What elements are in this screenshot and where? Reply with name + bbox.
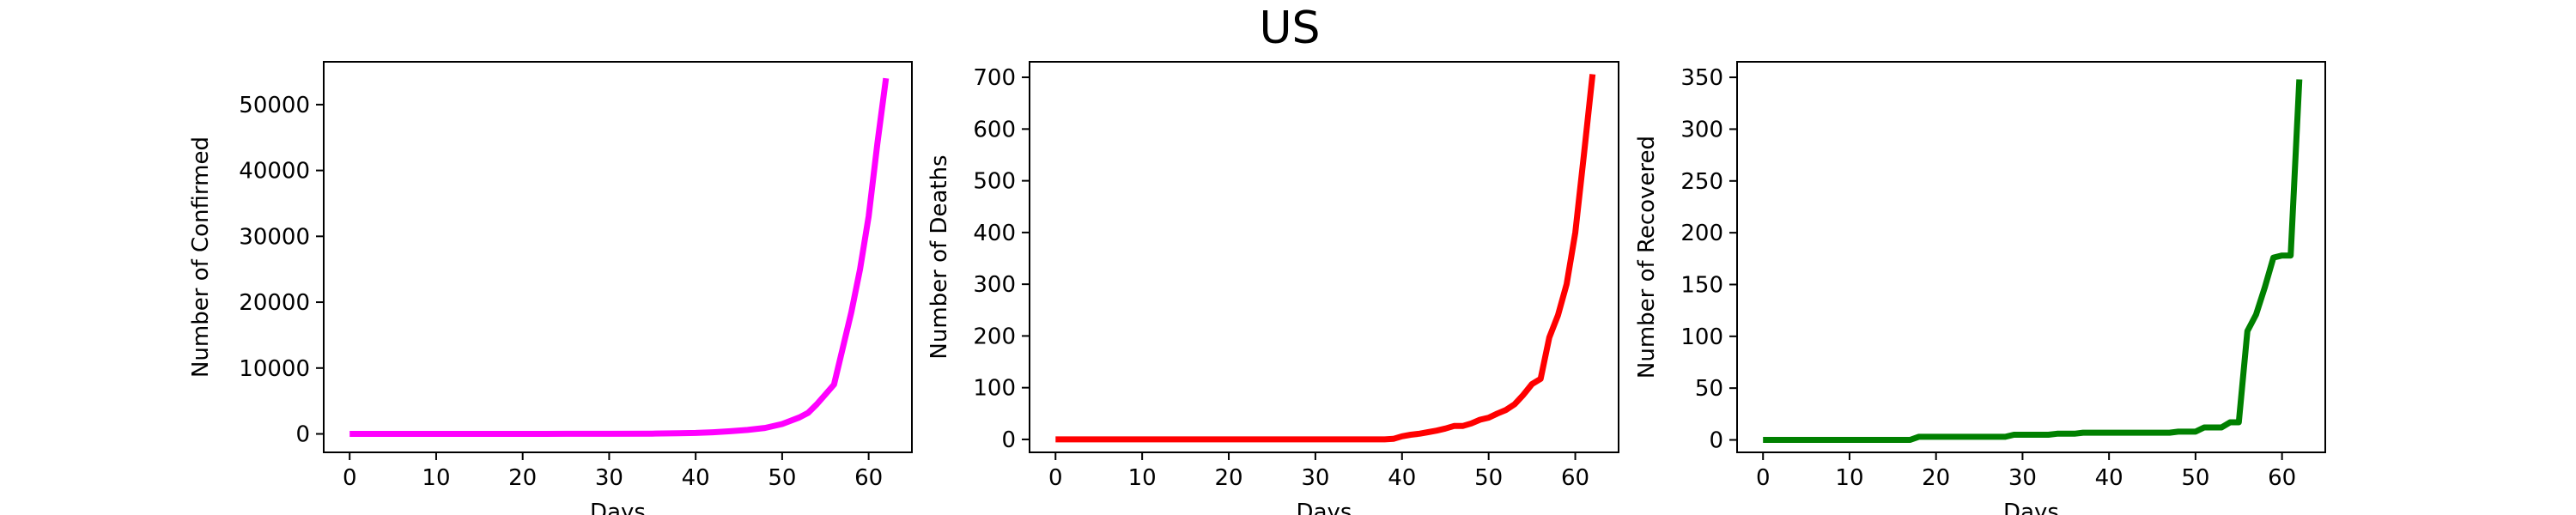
- y-tick-label: 300: [1680, 117, 1723, 142]
- chart-panel-1: 0 10 20 30 40 50 60 0 10000 20000 30000 40000 50000 D…: [188, 61, 913, 515]
- y-tick-label: 500: [973, 169, 1016, 195]
- axes-frame: [1029, 61, 1619, 453]
- axes-frame: [323, 61, 913, 453]
- y-axis-label: Number of Confirmed: [188, 136, 214, 378]
- y-tick-label: 0: [1709, 428, 1723, 454]
- y-tick-label: 300: [973, 272, 1016, 298]
- x-tick-label: 0: [343, 465, 357, 491]
- x-tick-label: 30: [595, 465, 623, 491]
- x-tick-label: 50: [768, 465, 796, 491]
- x-tick-label: 10: [1835, 465, 1863, 491]
- y-tick-label: 30000: [239, 224, 310, 250]
- x-tick-label: 30: [1301, 465, 1329, 491]
- x-tick-label: 10: [422, 465, 450, 491]
- y-tick-label: 40000: [239, 159, 310, 185]
- y-axis-label: Number of Recovered: [1634, 136, 1660, 379]
- y-tick-label: 100: [973, 376, 1016, 402]
- x-tick-label: 10: [1128, 465, 1157, 491]
- series-line: [1763, 79, 2303, 443]
- y-tick-label: 400: [973, 221, 1016, 246]
- x-tick-label: 0: [1756, 465, 1771, 491]
- y-tick-label: 150: [1680, 272, 1723, 298]
- x-tick-label: 20: [508, 465, 537, 491]
- x-tick-label: 50: [1474, 465, 1503, 491]
- y-tick-label: 100: [1680, 324, 1723, 350]
- y-tick-label: 0: [295, 422, 310, 448]
- chart-panel-3: 0 10 20 30 40 50 60 0 50 100 150 200 250 300 350 Days Nu…: [1634, 61, 2326, 515]
- x-tick-label: 40: [1388, 465, 1416, 491]
- x-tick-label: 60: [854, 465, 883, 491]
- y-tick-label: 50000: [239, 93, 310, 118]
- x-tick-label: 30: [2008, 465, 2037, 491]
- x-tick-label: 20: [1922, 465, 1950, 491]
- y-tick-label: 700: [973, 65, 1016, 91]
- x-tick-label: 40: [2095, 465, 2123, 491]
- x-axis-label: Days: [2003, 500, 2059, 515]
- x-tick-label: 50: [2181, 465, 2209, 491]
- y-tick-label: 50: [1695, 376, 1723, 402]
- y-tick-label: 20000: [239, 290, 310, 316]
- series-line: [1055, 74, 1596, 443]
- y-tick-label: 200: [973, 324, 1016, 349]
- axes-frame: [1736, 61, 2326, 453]
- y-tick-label: 10000: [239, 356, 310, 382]
- chart-panel-2: 0 10 20 30 40 50 600100200300400500600700DaysN…: [927, 61, 1619, 515]
- y-tick-label: 600: [973, 117, 1016, 142]
- y-tick-label: 250: [1680, 169, 1723, 195]
- x-tick-label: 60: [1561, 465, 1589, 491]
- x-axis-label: Days: [590, 500, 646, 515]
- figure-title: US: [1259, 3, 1320, 54]
- y-tick-label: 200: [1680, 221, 1723, 246]
- x-tick-label: 60: [2268, 465, 2296, 491]
- x-tick-label: 0: [1048, 465, 1063, 491]
- y-tick-label: 350: [1680, 65, 1723, 91]
- x-tick-label: 40: [682, 465, 710, 491]
- series-line: [349, 77, 890, 437]
- y-tick-label: 0: [1001, 427, 1016, 453]
- x-axis-label: Days: [1297, 500, 1352, 515]
- y-axis-label: Number of Deaths: [927, 154, 952, 359]
- x-tick-label: 20: [1214, 465, 1242, 491]
